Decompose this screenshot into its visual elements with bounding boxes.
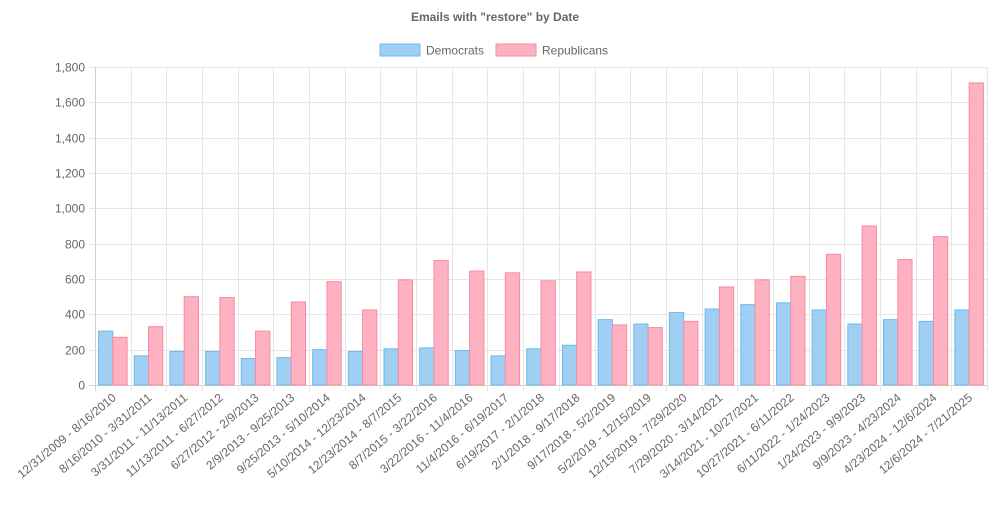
bar-democrats[interactable] <box>526 348 542 386</box>
bar-democrats[interactable] <box>205 350 221 386</box>
bar-republicans[interactable] <box>183 296 199 386</box>
bar-republicans[interactable] <box>148 326 164 386</box>
bar-republicans[interactable] <box>540 280 556 386</box>
bar-democrats[interactable] <box>633 323 649 386</box>
legend-label-democrats[interactable]: Democrats <box>426 44 484 58</box>
y-tick-label: 1,800 <box>55 61 85 75</box>
y-tick-label: 1,600 <box>55 96 85 110</box>
bar-republicans[interactable] <box>932 236 949 386</box>
bar-democrats[interactable] <box>98 330 114 386</box>
bar-democrats[interactable] <box>704 308 720 386</box>
bar-republicans[interactable] <box>647 327 663 386</box>
legend-label-republicans[interactable]: Republicans <box>542 44 608 58</box>
bar-democrats[interactable] <box>276 357 292 386</box>
bar-democrats[interactable] <box>918 320 934 386</box>
bar-democrats[interactable] <box>419 347 435 386</box>
bar-democrats[interactable] <box>740 304 756 386</box>
bar-democrats[interactable] <box>490 355 506 386</box>
legend-swatch-republicans[interactable] <box>495 43 537 57</box>
y-tick-label: 200 <box>65 344 85 358</box>
grid-lines <box>89 67 988 391</box>
bar-republicans[interactable] <box>469 270 485 386</box>
bar-republicans[interactable] <box>504 272 521 386</box>
bar-democrats[interactable] <box>169 350 185 386</box>
bar-democrats[interactable] <box>383 348 399 386</box>
bar-republicans[interactable] <box>897 259 913 386</box>
bar-democrats[interactable] <box>811 309 827 386</box>
bar-republicans[interactable] <box>362 309 378 386</box>
bar-democrats[interactable] <box>775 302 792 386</box>
bar-republicans[interactable] <box>433 259 449 386</box>
bar-democrats[interactable] <box>347 350 364 386</box>
bar-republicans[interactable] <box>861 225 877 386</box>
bar-republicans[interactable] <box>255 330 271 386</box>
chart-title: Emails with "restore" by Date <box>411 10 579 24</box>
bar-republicans[interactable] <box>825 253 842 386</box>
y-tick-label: 1,000 <box>55 202 85 216</box>
bar-democrats[interactable] <box>597 319 613 386</box>
bar-republicans[interactable] <box>611 324 628 386</box>
bar-republicans[interactable] <box>576 271 592 386</box>
bar-republicans[interactable] <box>290 301 307 386</box>
bar-republicans[interactable] <box>219 297 235 386</box>
y-tick-label: 400 <box>65 308 85 322</box>
bar-republicans[interactable] <box>326 281 342 386</box>
bar-democrats[interactable] <box>454 350 471 386</box>
bar-republicans[interactable] <box>790 275 806 386</box>
bar-democrats[interactable] <box>954 309 970 386</box>
bar-democrats[interactable] <box>668 312 685 386</box>
bar-democrats[interactable] <box>240 358 257 386</box>
bar-republicans[interactable] <box>968 82 984 386</box>
y-tick-label: 0 <box>78 379 85 393</box>
y-tick-label: 800 <box>65 238 85 252</box>
bar-republicans[interactable] <box>754 279 770 386</box>
bar-democrats[interactable] <box>561 344 578 386</box>
y-tick-label: 1,200 <box>55 167 85 181</box>
bar-democrats[interactable] <box>312 349 328 386</box>
y-tick-label: 600 <box>65 273 85 287</box>
bar-republicans[interactable] <box>112 336 128 386</box>
legend[interactable]: Democrats Republicans <box>379 43 608 58</box>
bars <box>98 82 984 386</box>
bar-republicans[interactable] <box>683 320 699 386</box>
y-tick-label: 1,400 <box>55 132 85 146</box>
legend-swatch-democrats[interactable] <box>379 43 421 57</box>
bar-democrats[interactable] <box>847 323 863 386</box>
bar-republicans[interactable] <box>397 279 414 386</box>
bar-democrats[interactable] <box>883 319 899 386</box>
bar-democrats[interactable] <box>133 355 150 386</box>
y-axis: 0 200 400 600 800 1,000 1,200 1,400 1,600 1,800 <box>55 61 85 393</box>
bar-republicans[interactable] <box>718 286 735 386</box>
